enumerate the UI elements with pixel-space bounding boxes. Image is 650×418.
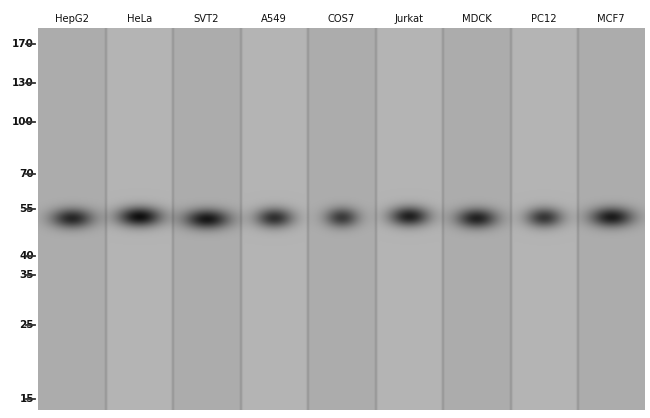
Text: 100: 100 [12, 117, 34, 127]
Text: 70: 70 [20, 169, 34, 179]
Text: 25: 25 [20, 320, 34, 330]
Text: 40: 40 [20, 251, 34, 261]
Text: COS7: COS7 [328, 14, 355, 24]
Text: MCF7: MCF7 [597, 14, 625, 24]
Text: A549: A549 [261, 14, 287, 24]
Text: HeLa: HeLa [127, 14, 152, 24]
Text: HepG2: HepG2 [55, 14, 88, 24]
Text: 170: 170 [12, 39, 34, 49]
Text: SVT2: SVT2 [194, 14, 219, 24]
Text: 130: 130 [12, 78, 34, 88]
Text: PC12: PC12 [531, 14, 556, 24]
Text: 15: 15 [20, 394, 34, 404]
Text: 55: 55 [20, 204, 34, 214]
Text: MDCK: MDCK [462, 14, 491, 24]
Text: Jurkat: Jurkat [395, 14, 423, 24]
Text: 35: 35 [20, 270, 34, 280]
